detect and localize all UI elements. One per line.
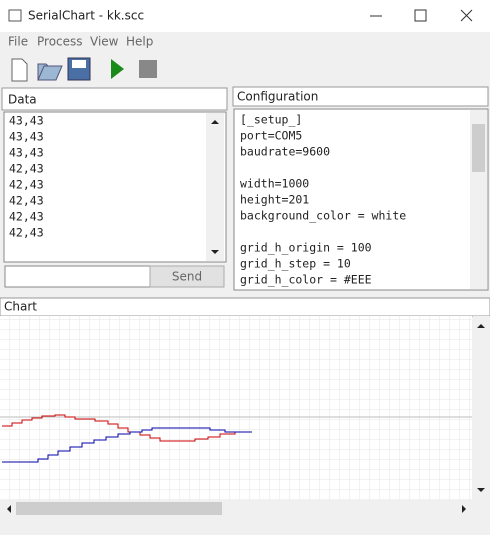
config-line: width=1000	[240, 177, 309, 191]
app-icon	[8, 9, 22, 22]
data-scrollbar[interactable]	[206, 113, 224, 261]
toolbar	[11, 57, 157, 82]
menu-item[interactable]: Help	[126, 35, 153, 49]
menu-bar: File Process View Help	[8, 35, 153, 49]
new-button[interactable]	[11, 58, 28, 82]
data-line: 42,43	[9, 210, 44, 224]
chart-grid	[0, 316, 472, 500]
config-line: grid_h_step = 10	[240, 257, 351, 271]
data-line: 42,43	[9, 162, 44, 176]
config-line: [_setup_]	[240, 113, 302, 127]
config-header	[232, 86, 489, 107]
chart-vscroll[interactable]	[473, 316, 490, 500]
blue-trace	[2, 427, 252, 463]
red-trace	[2, 414, 252, 442]
send-input[interactable]	[4, 265, 151, 288]
chart-title: Chart	[4, 300, 37, 314]
close[interactable]	[460, 9, 473, 22]
save-icon	[72, 60, 86, 68]
data-line: 43,43	[9, 114, 44, 128]
data-line: 43,43	[9, 130, 44, 144]
stop-button[interactable]	[139, 60, 157, 78]
config-line: grid_h_origin = 100	[240, 241, 372, 255]
data-line: 42,43	[9, 226, 44, 240]
config-line: port=COM5	[240, 129, 302, 143]
data-text	[3, 111, 227, 263]
open-button[interactable]	[37, 63, 63, 81]
config-thumb[interactable]	[472, 124, 485, 172]
data-lines: 43,43 43,43 43,43 42,43 42,43 42,43 42,43 42,43	[9, 114, 44, 240]
config-line: background_color = white	[240, 209, 406, 223]
menu-item[interactable]: View	[90, 35, 119, 49]
data-line: 42,43	[9, 178, 44, 192]
chart-header	[0, 297, 490, 317]
config-title: Configuration	[237, 90, 318, 104]
menu-item[interactable]: Process	[37, 35, 83, 49]
run-button[interactable]	[111, 59, 124, 79]
config-line: height=201	[240, 193, 309, 207]
chart-hthumb[interactable]	[16, 502, 222, 515]
send-label: Send	[172, 270, 202, 284]
config-line: baudrate=9600	[240, 145, 330, 159]
config-line: grid_h_color = #EEE	[240, 273, 372, 287]
data-title: Data	[8, 93, 37, 107]
window-title: SerialChart - kk.scc	[28, 9, 144, 23]
data-header	[1, 87, 228, 111]
maximize[interactable]	[414, 9, 427, 22]
data-line: 42,43	[9, 194, 44, 208]
menu-item[interactable]: File	[8, 35, 28, 49]
config-text	[233, 108, 489, 291]
title-bar	[0, 0, 490, 32]
data-line: 43,43	[9, 146, 44, 160]
config-lines: [_setup_] port=COM5 baudrate=9600 width=100…	[240, 113, 406, 287]
send-button[interactable]	[149, 265, 225, 288]
